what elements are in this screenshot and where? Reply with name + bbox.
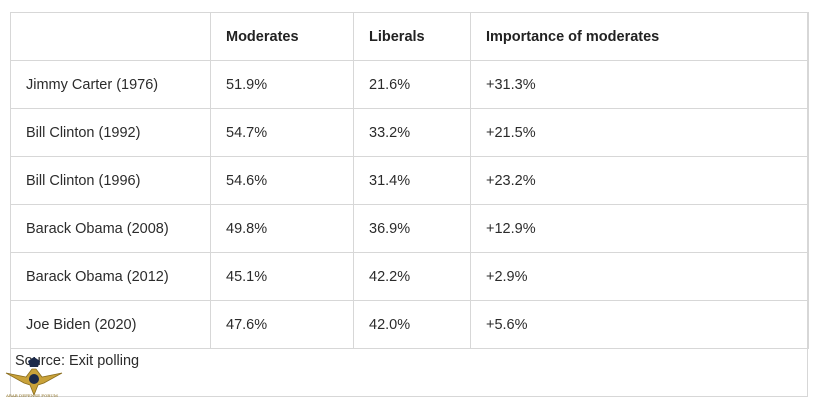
- watermark-label: ARAB DEFENSE FORUM: [6, 393, 58, 398]
- importance-cell: +31.3%: [470, 60, 809, 109]
- liberals-cell: 36.9%: [353, 204, 471, 253]
- moderates-cell: 45.1%: [210, 252, 354, 301]
- candidate-cell: Jimmy Carter (1976): [10, 60, 211, 109]
- liberals-cell: 33.2%: [353, 108, 471, 157]
- candidate-cell: Bill Clinton (1996): [10, 156, 211, 205]
- table-row: Barack Obama (2008) 49.8% 36.9% +12.9%: [10, 204, 809, 253]
- importance-cell: +21.5%: [470, 108, 809, 157]
- eagle-logo-icon: [5, 357, 63, 397]
- liberals-cell: 21.6%: [353, 60, 471, 109]
- header-cell-candidate: [10, 12, 211, 61]
- header-cell-moderates: Moderates: [210, 12, 354, 61]
- importance-cell: +23.2%: [470, 156, 809, 205]
- moderates-cell: 54.6%: [210, 156, 354, 205]
- importance-cell: +12.9%: [470, 204, 809, 253]
- moderates-cell: 49.8%: [210, 204, 354, 253]
- candidate-cell: Bill Clinton (1992): [10, 108, 211, 157]
- candidate-cell: Barack Obama (2012): [10, 252, 211, 301]
- table-row: Barack Obama (2012) 45.1% 42.2% +2.9%: [10, 252, 809, 301]
- table-row: Bill Clinton (1992) 54.7% 33.2% +21.5%: [10, 108, 809, 157]
- table-container: Moderates Liberals Importance of moderat…: [10, 12, 809, 397]
- source-note: Source: Exit polling: [15, 353, 140, 369]
- table-row: Joe Biden (2020) 47.6% 42.0% +5.6%: [10, 300, 809, 349]
- liberals-cell: 42.2%: [353, 252, 471, 301]
- header-cell-liberals: Liberals: [353, 12, 471, 61]
- candidate-cell: Joe Biden (2020): [10, 300, 211, 349]
- table-row: Jimmy Carter (1976) 51.9% 21.6% +31.3%: [10, 60, 809, 109]
- moderates-cell: 47.6%: [210, 300, 354, 349]
- table-row: Bill Clinton (1996) 54.6% 31.4% +23.2%: [10, 156, 809, 205]
- results-table: Moderates Liberals Importance of moderat…: [10, 12, 809, 349]
- liberals-cell: 42.0%: [353, 300, 471, 349]
- moderates-cell: 54.7%: [210, 108, 354, 157]
- candidate-cell: Barack Obama (2008): [10, 204, 211, 253]
- header-cell-importance: Importance of moderates: [470, 12, 809, 61]
- importance-cell: +2.9%: [470, 252, 809, 301]
- liberals-cell: 31.4%: [353, 156, 471, 205]
- moderates-cell: 51.9%: [210, 60, 354, 109]
- importance-cell: +5.6%: [470, 300, 809, 349]
- table-header-row: Moderates Liberals Importance of moderat…: [10, 12, 809, 61]
